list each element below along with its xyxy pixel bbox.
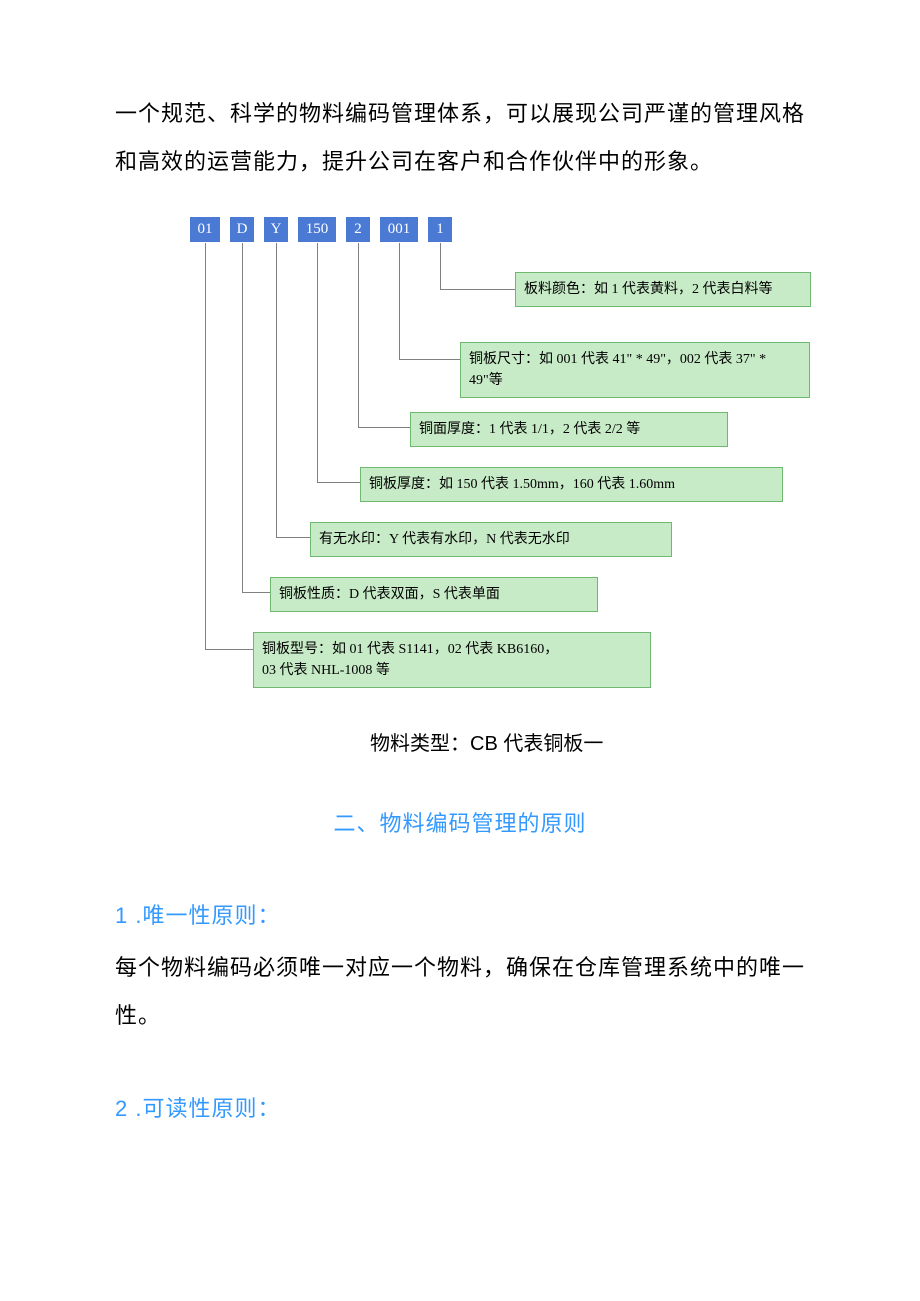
code-segment-2: Y	[264, 217, 288, 242]
coding-diagram: 01 DY 150 2 001 1 板料颜色：如 1 代表黄料，2 代表白料等铜板尺寸：如 …	[155, 217, 845, 737]
connector-h-5	[242, 592, 270, 593]
code-segment-6: 1	[428, 217, 452, 242]
principle-title-1: 2 .可读性原则：	[115, 1091, 805, 1123]
section-2-title: 二、物料编码管理的原则	[115, 806, 805, 838]
connector-v-4	[276, 243, 277, 537]
connector-v-2	[358, 243, 359, 427]
principles-list: 1 .唯一性原则： 每个物料编码必须唯一对应一个物料，确保在仓库管理系统中的唯一性…	[115, 898, 805, 1123]
desc-box-6: 铜板型号：如 01 代表 S1141，02 代表 KB6160，03 代表 NH…	[253, 632, 651, 688]
code-segment-4: 2	[346, 217, 370, 242]
connector-v-6	[205, 243, 206, 649]
desc-box-5: 铜板性质：D 代表双面，S 代表单面	[270, 577, 598, 612]
code-segment-1: D	[230, 217, 254, 242]
desc-box-2: 铜面厚度：1 代表 1/1，2 代表 2/2 等	[410, 412, 728, 447]
principle-title-0: 1 .唯一性原则：	[115, 898, 805, 930]
connector-v-0	[440, 243, 441, 289]
connector-v-5	[242, 243, 243, 592]
code-segment-3: 150	[298, 217, 336, 242]
connector-v-1	[399, 243, 400, 359]
connector-h-4	[276, 537, 310, 538]
connector-v-3	[317, 243, 318, 482]
connector-h-1	[399, 359, 460, 360]
connector-h-2	[358, 427, 410, 428]
code-segment-5: 001	[380, 217, 418, 242]
desc-box-4: 有无水印：Y 代表有水印，N 代表无水印	[310, 522, 672, 557]
connector-h-6	[205, 649, 253, 650]
connector-h-0	[440, 289, 515, 290]
document-page: 一个规范、科学的物料编码管理体系，可以展现公司严谨的管理风格和高效的运营能力，提…	[0, 0, 920, 1197]
desc-box-0: 板料颜色：如 1 代表黄料，2 代表白料等	[515, 272, 811, 307]
intro-paragraph: 一个规范、科学的物料编码管理体系，可以展现公司严谨的管理风格和高效的运营能力，提…	[115, 90, 805, 187]
principle-text-0: 每个物料编码必须唯一对应一个物料，确保在仓库管理系统中的唯一性。	[115, 944, 805, 1041]
desc-box-1: 铜板尺寸：如 001 代表 41" * 49"，002 代表 37" * 49"…	[460, 342, 810, 398]
connector-h-3	[317, 482, 360, 483]
desc-box-3: 铜板厚度：如 150 代表 1.50mm，160 代表 1.60mm	[360, 467, 783, 502]
code-segment-0: 01	[190, 217, 220, 242]
